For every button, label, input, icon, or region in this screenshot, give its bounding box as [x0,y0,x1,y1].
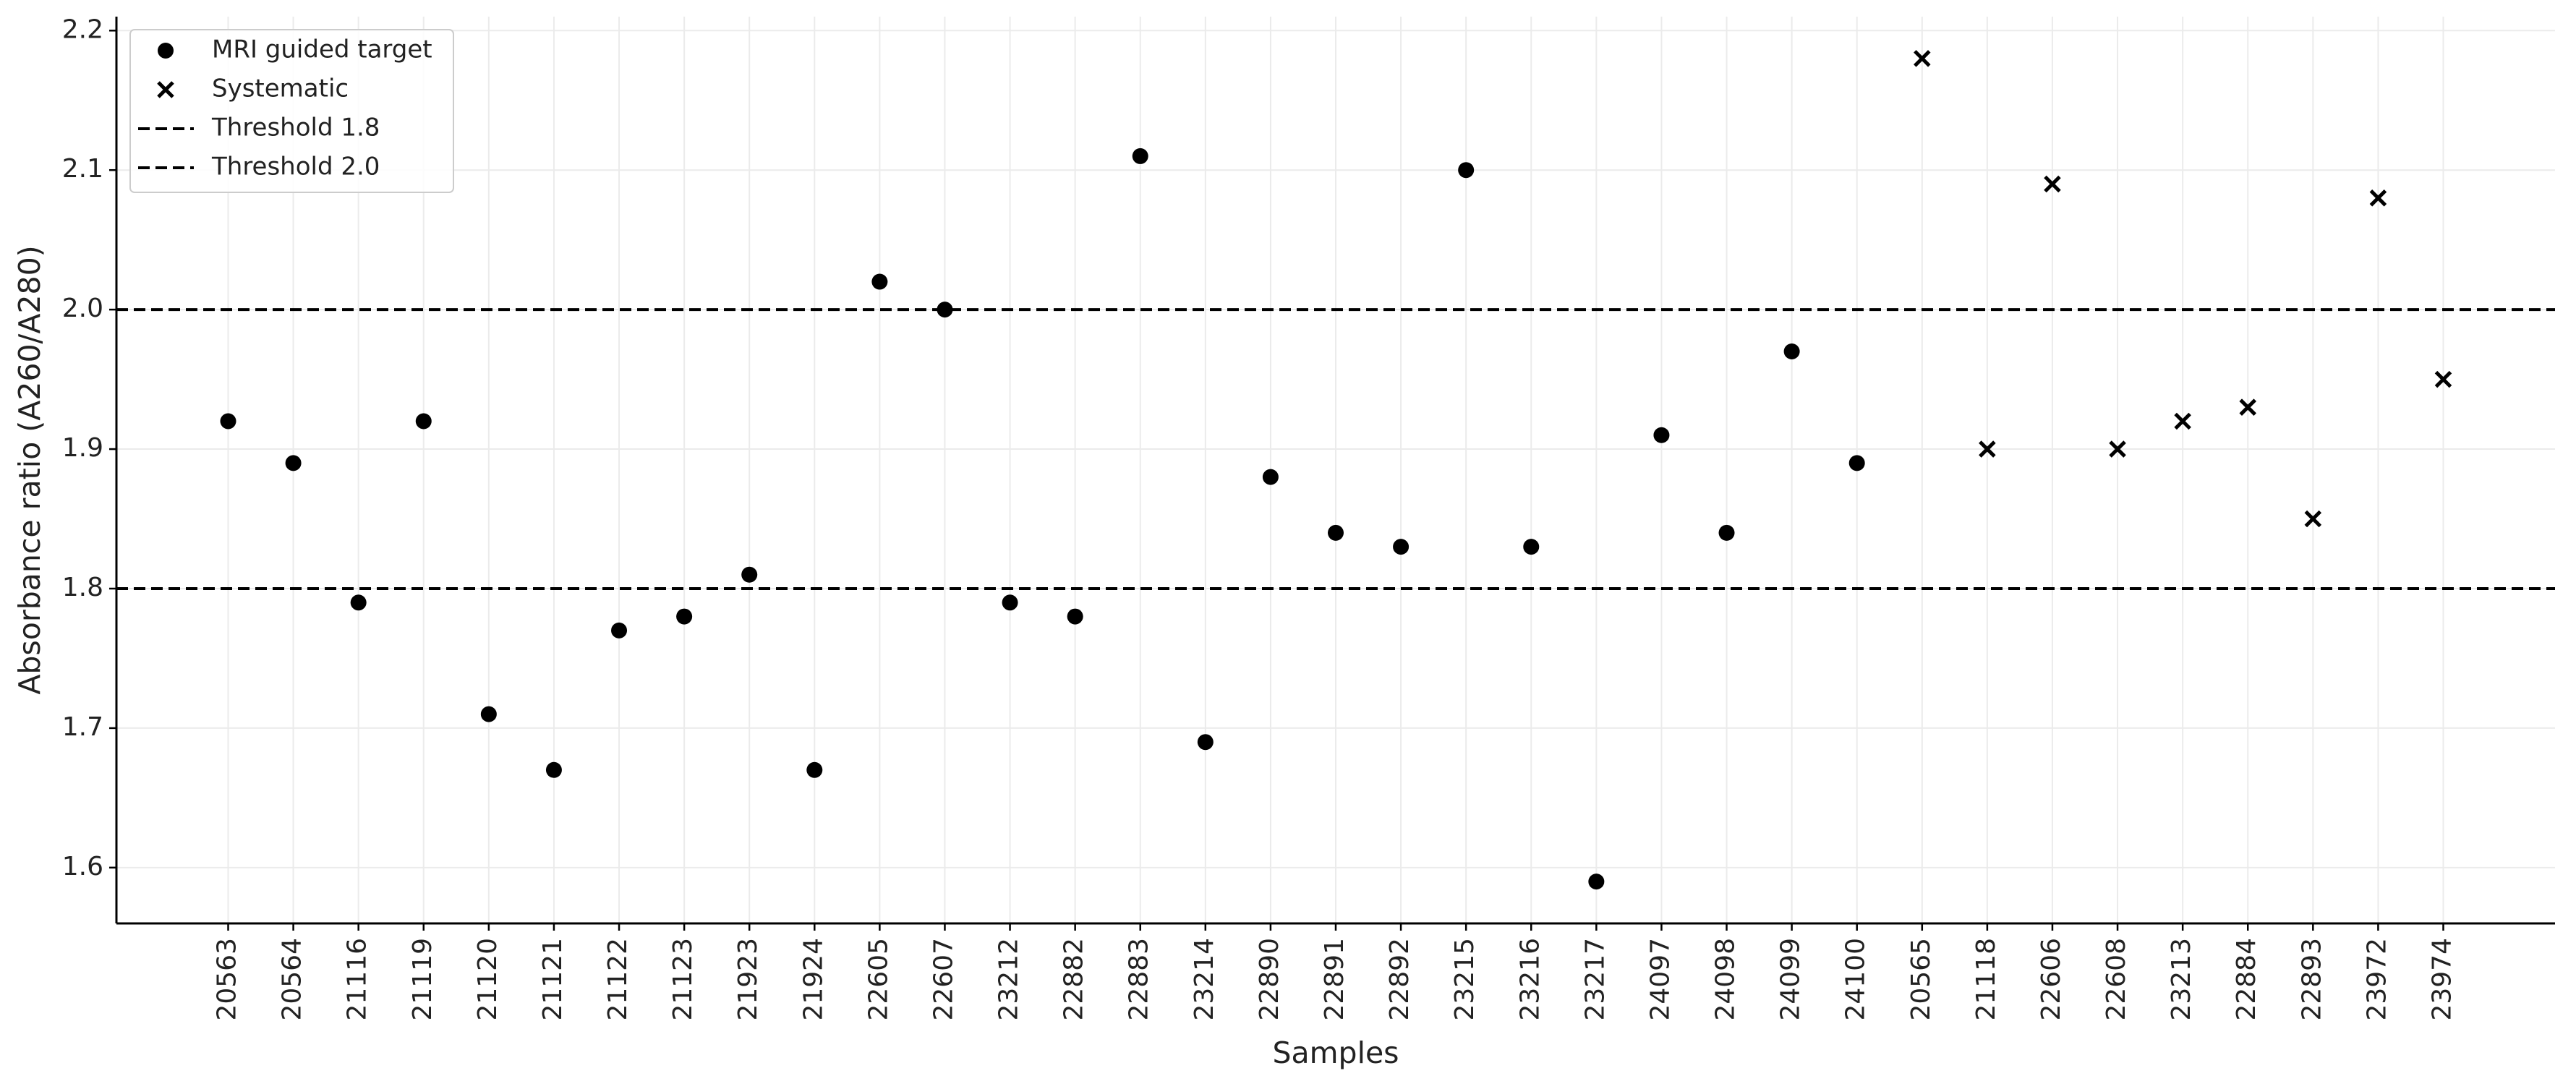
marker-dot [415,413,432,430]
legend-label: Threshold 1.8 [211,114,380,142]
marker-x [2369,189,2387,207]
marker-dot [220,413,236,430]
marker-dot [1132,148,1148,164]
y-tick-label: 2.0 [62,294,103,323]
x-tick-label: 23214 [1190,938,1219,1021]
marker-stroke [157,81,174,98]
marker-dot [1718,524,1735,541]
marker-stroke [2239,398,2256,416]
x-axis-label: Samples [1272,1035,1399,1070]
marker-x [2434,370,2452,388]
x-tick-label: 22884 [2232,938,2261,1021]
x-tick-label: 21119 [408,938,438,1021]
marker-dot [1523,539,1540,555]
marker-stroke [1979,440,1996,458]
y-tick-label: 1.6 [62,852,103,881]
marker-stroke [2434,370,2452,388]
marker-dot [1067,608,1083,625]
x-tick-label: 21123 [668,938,698,1021]
x-tick-label: 22890 [1255,938,1284,1021]
marker-x [2109,440,2126,458]
marker-x [2239,398,2256,416]
marker-stroke [2044,175,2061,193]
x-tick-label: 21122 [603,938,633,1021]
marker-dot [1458,162,1475,179]
marker-x [1914,50,1931,67]
x-tick-label: 23212 [994,938,1024,1021]
marker-dot [1328,524,1344,541]
x-tick-label: 22607 [929,938,958,1021]
marker-stroke [2109,440,2126,458]
x-tick-label: 22606 [2037,938,2066,1021]
marker-dot [350,594,367,611]
x-tick-label: 23217 [1580,938,1610,1021]
x-tick-label: 23213 [2167,938,2196,1021]
marker-dot [285,455,302,471]
marker-dot [1588,874,1605,890]
x-tick-label: 24098 [1711,938,1741,1021]
x-tick-label: 23216 [1515,938,1545,1021]
x-tick-label: 22892 [1385,938,1415,1021]
marker-dot [1197,734,1214,751]
x-tick-label: 20563 [213,938,242,1021]
marker-x [2174,412,2191,430]
marker-dot [937,302,953,318]
y-tick-label: 2.2 [62,14,103,44]
marker-dot [1783,343,1800,360]
legend-box [129,29,454,193]
x-tick-label: 21121 [538,938,568,1021]
x-tick-label: 23974 [2427,938,2457,1021]
y-tick-label: 1.9 [62,433,103,463]
x-tick-label: 21924 [798,938,828,1021]
y-axis-label: Absorbance ratio (A260/A280) [12,245,47,694]
x-tick-label: 21116 [343,938,372,1021]
legend-label: MRI guided target [212,35,432,64]
x-tick-label: 23972 [2362,938,2392,1021]
x-tick-label: 24100 [1841,938,1871,1021]
marker-stroke [2304,510,2322,528]
marker-dot [1848,455,1865,471]
x-tick-label: 21120 [473,938,503,1021]
marker-dot [1002,594,1018,611]
x-tick-label: 22891 [1320,938,1349,1021]
marker-dot [676,608,693,625]
legend-label: Threshold 2.0 [211,153,380,182]
marker-x [1979,440,1996,458]
y-tick-label: 2.1 [62,154,103,184]
x-tick-label: 24097 [1645,938,1675,1021]
x-tick-label: 21118 [1971,938,2001,1021]
x-tick-label: 20565 [1906,938,1936,1021]
x-tick-label: 22608 [2102,938,2131,1021]
marker-dot [611,622,628,639]
marker-dot [158,43,174,59]
x-tick-label: 22605 [863,938,893,1021]
x-tick-label: 23215 [1450,938,1480,1021]
legend: MRI guided target Systematic Threshold 1.8… [129,29,454,193]
y-tick-label: 1.8 [62,573,103,602]
legend-label: Systematic [212,74,349,103]
marker-dot [1653,427,1670,443]
marker-dot [545,761,562,778]
marker-x [2044,175,2061,193]
marker-dot [806,761,823,778]
y-tick-label: 1.7 [62,712,103,742]
x-tick-label: 22882 [1059,938,1089,1021]
x-tick-label: 21923 [733,938,763,1021]
x-tick-label: 24099 [1776,938,1806,1021]
marker-dot [1393,539,1409,555]
marker-dot [741,566,758,583]
x-tick-label: 22883 [1125,938,1154,1021]
marker-x [2304,510,2322,528]
marker-dot [1262,469,1279,485]
x-tick-label: 22893 [2297,938,2326,1021]
x-tick-label: 20564 [278,938,307,1021]
marker-dot [480,706,497,722]
marker-stroke [2369,189,2387,207]
marker-x [157,81,174,98]
marker-dot [871,273,888,290]
marker-stroke [1914,50,1931,67]
marker-stroke [2174,412,2191,430]
